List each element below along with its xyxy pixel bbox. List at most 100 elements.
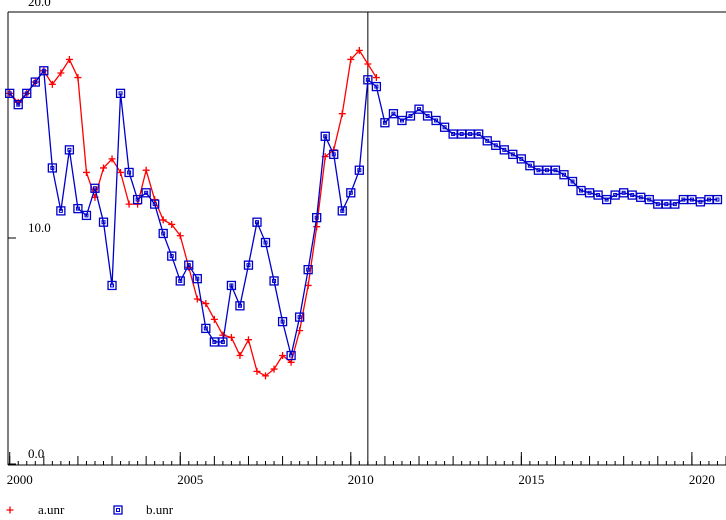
marker-inner [655,202,660,207]
marker-inner [579,188,584,193]
marker-inner [647,197,652,202]
marker-inner [502,147,507,152]
marker-inner [715,197,720,202]
marker-inner [116,508,120,512]
point [193,295,201,303]
marker-outer [380,118,390,128]
point [313,223,321,231]
point [159,216,167,224]
marker-outer [243,260,254,270]
point [176,232,184,240]
marker-inner [178,278,183,283]
marker-inner [195,276,200,281]
marker-outer [158,228,168,239]
marker-outer [98,217,109,227]
marker-inner [365,77,370,82]
marker-inner [689,197,694,202]
marker-outer [5,88,15,99]
point [90,183,100,193]
point [355,46,363,54]
marker-outer [337,206,347,216]
marker-inner [374,84,379,89]
marker-outer [192,274,202,284]
marker-inner [399,118,404,123]
marker-outer [516,154,526,164]
marker-inner [476,132,481,137]
legend-marker [6,506,14,514]
marker-outer [567,176,578,187]
marker-inner [118,91,123,96]
marker-inner [527,163,532,168]
marker-inner [101,220,106,225]
point [184,260,194,270]
point [167,251,177,261]
legend-label: b.unr [146,502,174,517]
marker-inner [425,113,430,118]
marker-inner [50,165,55,170]
point [39,66,49,76]
marker-inner [451,132,456,137]
marker-outer [277,316,288,327]
point [100,164,108,172]
point [142,166,150,174]
point [73,203,83,214]
marker-outer [388,109,399,119]
marker-inner [186,263,191,268]
point [294,312,305,322]
point [227,333,235,341]
point [210,315,218,323]
marker-inner [706,197,711,202]
point [363,75,373,85]
point [346,188,356,198]
point [567,176,578,187]
marker-outer [303,264,313,275]
marker-inner [289,353,294,358]
y-tick-label: 20.0 [28,0,51,9]
point [235,301,245,311]
marker-outer [320,131,330,141]
marker-inner [92,186,97,191]
point [559,170,569,180]
marker-outer [39,66,49,76]
marker-outer [294,312,305,322]
marker-inner [58,208,63,213]
point [5,88,15,99]
marker-outer [107,280,117,291]
point [98,217,109,227]
marker-outer [184,260,194,270]
marker-inner [24,91,29,96]
x-tick-label: 2000 [7,472,33,487]
marker-outer [474,129,484,139]
marker-outer [13,100,23,110]
marker-inner [519,156,524,161]
marker-inner [442,125,447,130]
marker-outer [201,323,211,334]
marker-outer [141,188,151,198]
point [431,115,441,126]
point [56,206,66,216]
point [372,74,380,82]
point [712,194,723,205]
marker-outer [226,280,237,291]
point [158,228,168,239]
marker-inner [382,120,387,125]
point [115,88,126,99]
marker-outer [113,505,123,515]
marker-inner [84,213,89,218]
marker-inner [536,168,541,173]
marker-inner [314,215,319,220]
marker-inner [417,107,422,112]
marker-outer [286,350,296,361]
point [124,167,134,178]
marker-outer [346,188,356,198]
point [380,118,390,128]
point [132,194,143,205]
marker-outer [124,167,134,178]
marker-outer [22,88,32,99]
point [57,69,65,77]
point [329,149,339,160]
point [347,55,355,63]
point [244,336,252,344]
